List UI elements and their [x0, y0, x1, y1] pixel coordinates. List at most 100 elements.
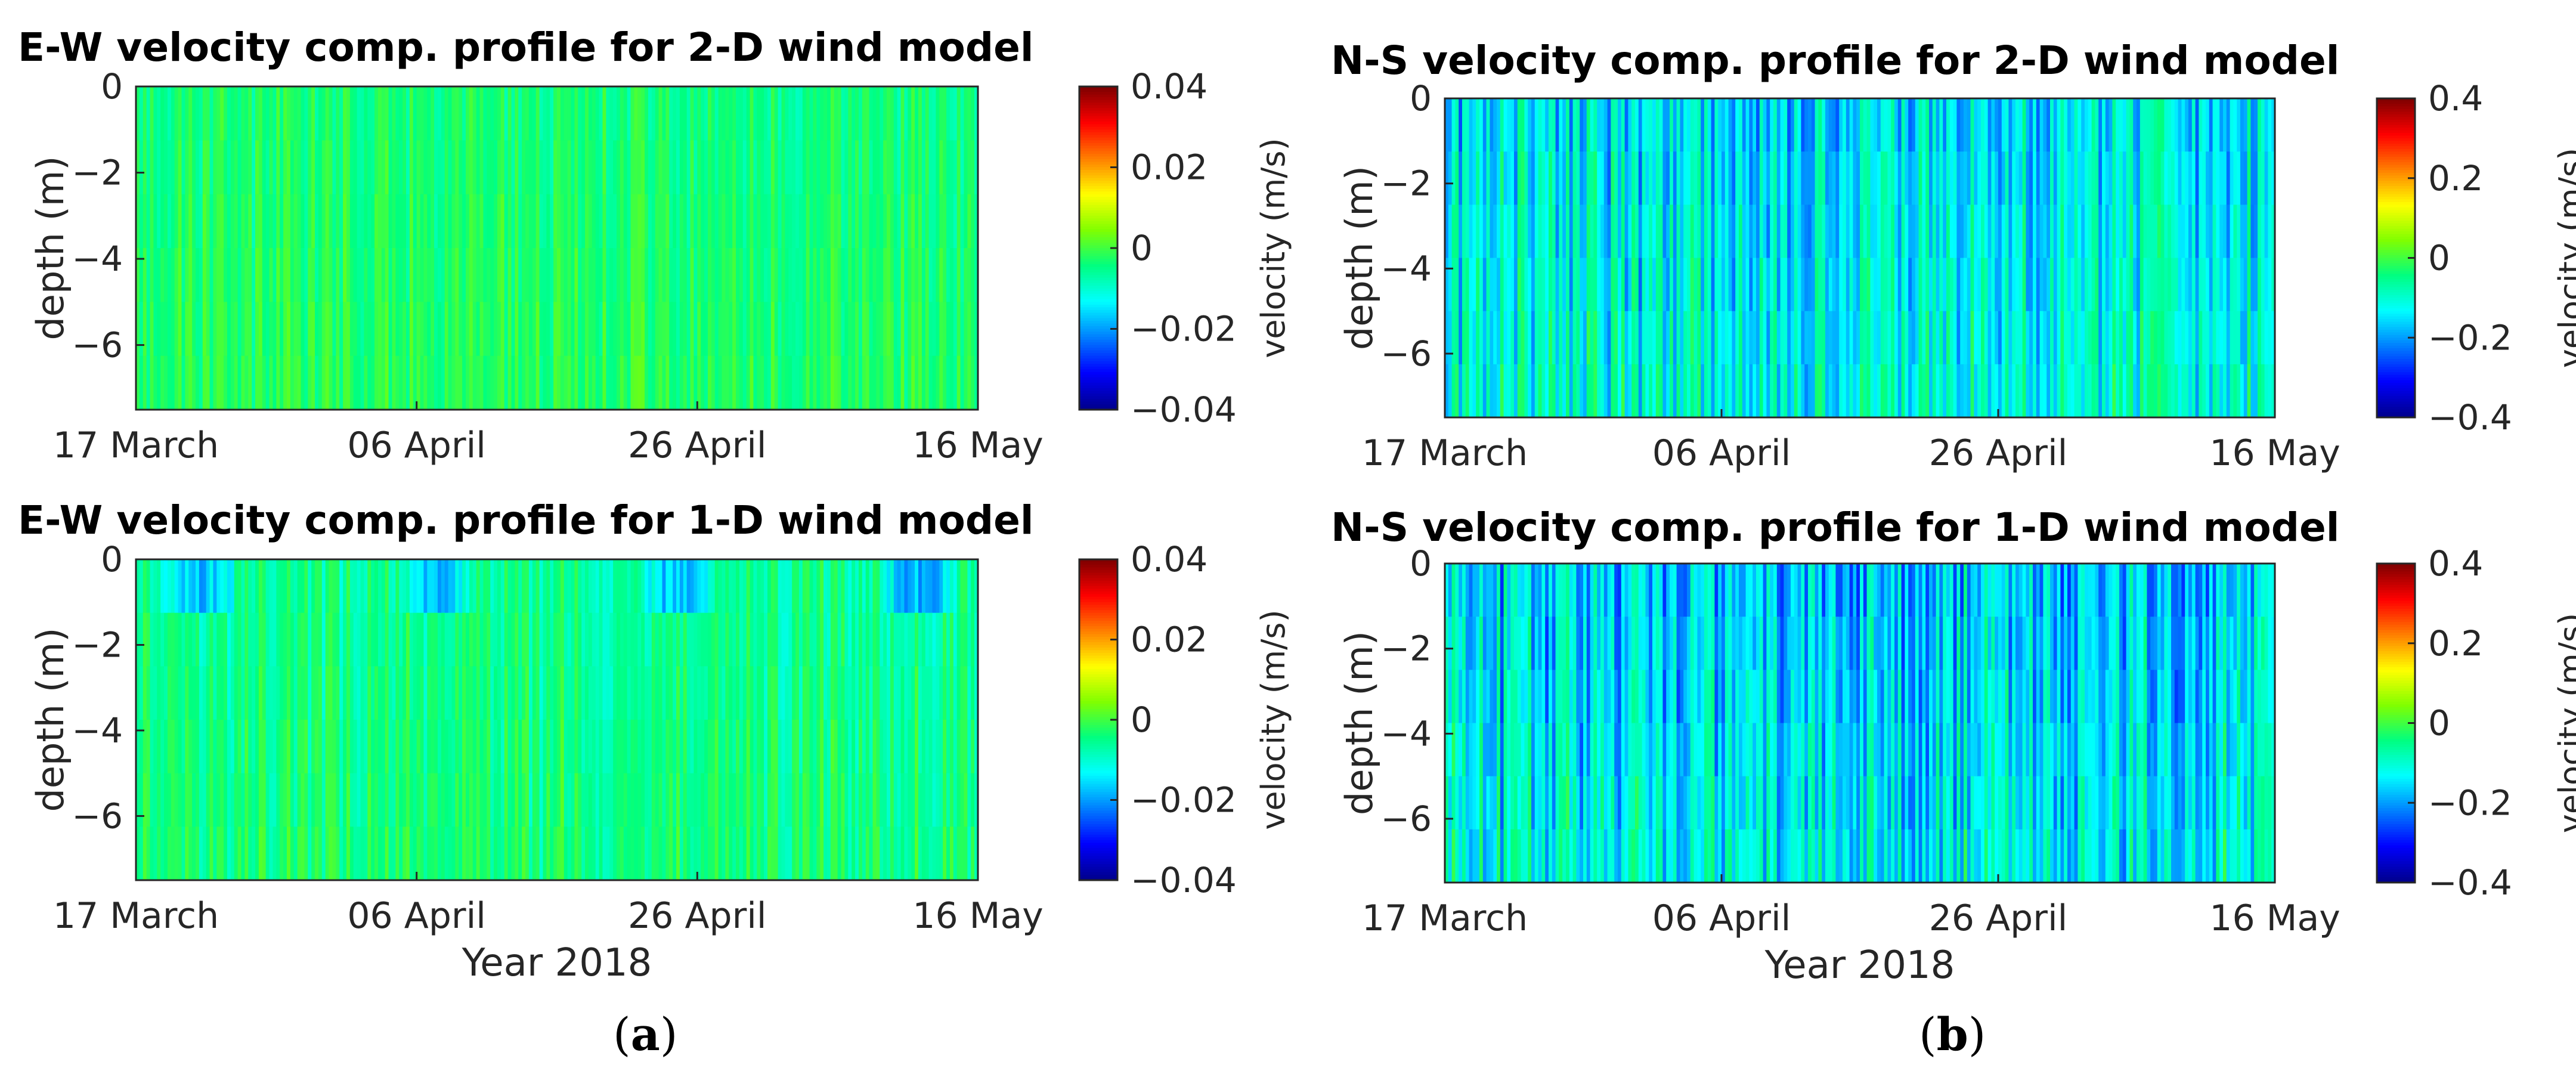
heatmap-cell [876, 612, 880, 667]
colorbar-segment [1079, 668, 1117, 673]
heatmap-cell [1476, 723, 1480, 777]
heatmap-cell [2029, 98, 2033, 152]
heatmap-cell [1538, 151, 1542, 205]
colorbar-segment [1079, 208, 1117, 211]
heatmap-cell [890, 826, 894, 881]
heatmap-cell [360, 248, 365, 302]
heatmap-cell [683, 355, 688, 410]
heatmap-cell [1884, 311, 1888, 365]
heatmap-cell [283, 612, 287, 667]
heatmap-cell [645, 140, 649, 195]
heatmap-cell [574, 826, 578, 881]
heatmap-cell [753, 612, 757, 667]
heatmap-cell [778, 826, 782, 881]
heatmap-cell [1687, 364, 1691, 418]
heatmap-cell [504, 773, 509, 827]
heatmap-cell [297, 773, 302, 827]
heatmap-cell [1929, 151, 1933, 205]
heatmap-cell [160, 559, 165, 614]
heatmap-cell [1987, 151, 1992, 205]
heatmap-cell [1960, 98, 1964, 152]
heatmap-cell [595, 86, 600, 141]
heatmap-cell [1500, 258, 1504, 312]
heatmap-cell [1808, 151, 1812, 205]
heatmap-cell [1586, 205, 1591, 259]
colorbar-segment [1079, 391, 1117, 394]
heatmap-cell [971, 612, 975, 667]
heatmap-cell [273, 559, 277, 614]
heatmap-cell [1711, 258, 1715, 312]
heatmap-cell [651, 86, 656, 141]
colorbar-segment [1079, 701, 1117, 704]
heatmap-cell [887, 612, 891, 667]
heatmap-cell [872, 86, 877, 141]
heatmap-cell [974, 773, 979, 827]
heatmap-cell [1794, 98, 1798, 152]
heatmap-cell [532, 773, 537, 827]
heatmap-cell [1469, 205, 1473, 259]
heatmap-cell [904, 559, 908, 614]
heatmap-cell [1541, 258, 1546, 312]
heatmap-cell [662, 86, 666, 141]
colorbar-segment [1079, 567, 1117, 571]
heatmap-cell [770, 773, 775, 827]
heatmap-cell [479, 559, 484, 614]
heatmap-cell [1846, 364, 1850, 418]
heatmap-cell [160, 86, 165, 141]
heatmap-cell [623, 559, 628, 614]
colorbar-segment [1079, 807, 1117, 812]
colorbar-tick-label: 0 [2428, 238, 2450, 278]
heatmap-cell [1521, 564, 1525, 617]
heatmap-cell [329, 140, 333, 195]
heatmap-cell [1804, 258, 1809, 312]
heatmap-cell [764, 194, 768, 249]
heatmap-cell [707, 140, 712, 195]
heatmap-cell [494, 666, 498, 720]
heatmap-cell [673, 140, 677, 195]
heatmap-cell [620, 248, 624, 302]
colorbar-segment [2377, 98, 2415, 102]
heatmap-cell [522, 86, 526, 141]
colorbar-segment [1079, 861, 1117, 865]
heatmap-cell [413, 194, 417, 249]
heatmap-cell [750, 140, 754, 195]
heatmap-cell [213, 773, 217, 827]
heatmap-cell [2119, 364, 2123, 418]
colorbar-segment [1079, 875, 1117, 878]
heatmap-cell [2264, 98, 2268, 152]
heatmap-cell [416, 612, 421, 667]
heatmap-cell [2168, 151, 2172, 205]
heatmap-cell [1998, 151, 2002, 205]
heatmap-cell [164, 248, 168, 302]
colorbar-segment [1079, 89, 1117, 92]
colorbar-segment [1079, 818, 1117, 822]
heatmap-cell [178, 355, 182, 410]
heatmap-cell [224, 194, 228, 249]
heatmap-cell [1482, 829, 1487, 883]
heatmap-cell [1590, 258, 1594, 312]
heatmap-cell [725, 194, 729, 249]
heatmap-cell [196, 355, 200, 410]
heatmap-cell [1472, 311, 1476, 365]
heatmap-cell [673, 720, 677, 774]
heatmap-cell [1572, 151, 1577, 205]
heatmap-cell [1662, 151, 1667, 205]
heatmap-cell [665, 666, 670, 720]
heatmap-cell [971, 302, 975, 357]
heatmap-cell [837, 86, 842, 141]
heatmap-cell [2005, 258, 2009, 312]
heatmap-cell [476, 194, 481, 249]
heatmap-cell [827, 248, 831, 302]
heatmap-cell [1915, 364, 1919, 418]
heatmap-cell [325, 826, 330, 881]
heatmap-cell [1459, 829, 1463, 883]
heatmap-cell [220, 194, 224, 249]
heatmap-cell [1967, 151, 1971, 205]
heatmap-cell [522, 248, 526, 302]
heatmap-cell [283, 666, 287, 720]
colorbar-segment [2377, 181, 2415, 184]
heatmap-cell [567, 826, 572, 881]
heatmap-cell [1815, 151, 1819, 205]
heatmap-cell [2116, 205, 2120, 259]
